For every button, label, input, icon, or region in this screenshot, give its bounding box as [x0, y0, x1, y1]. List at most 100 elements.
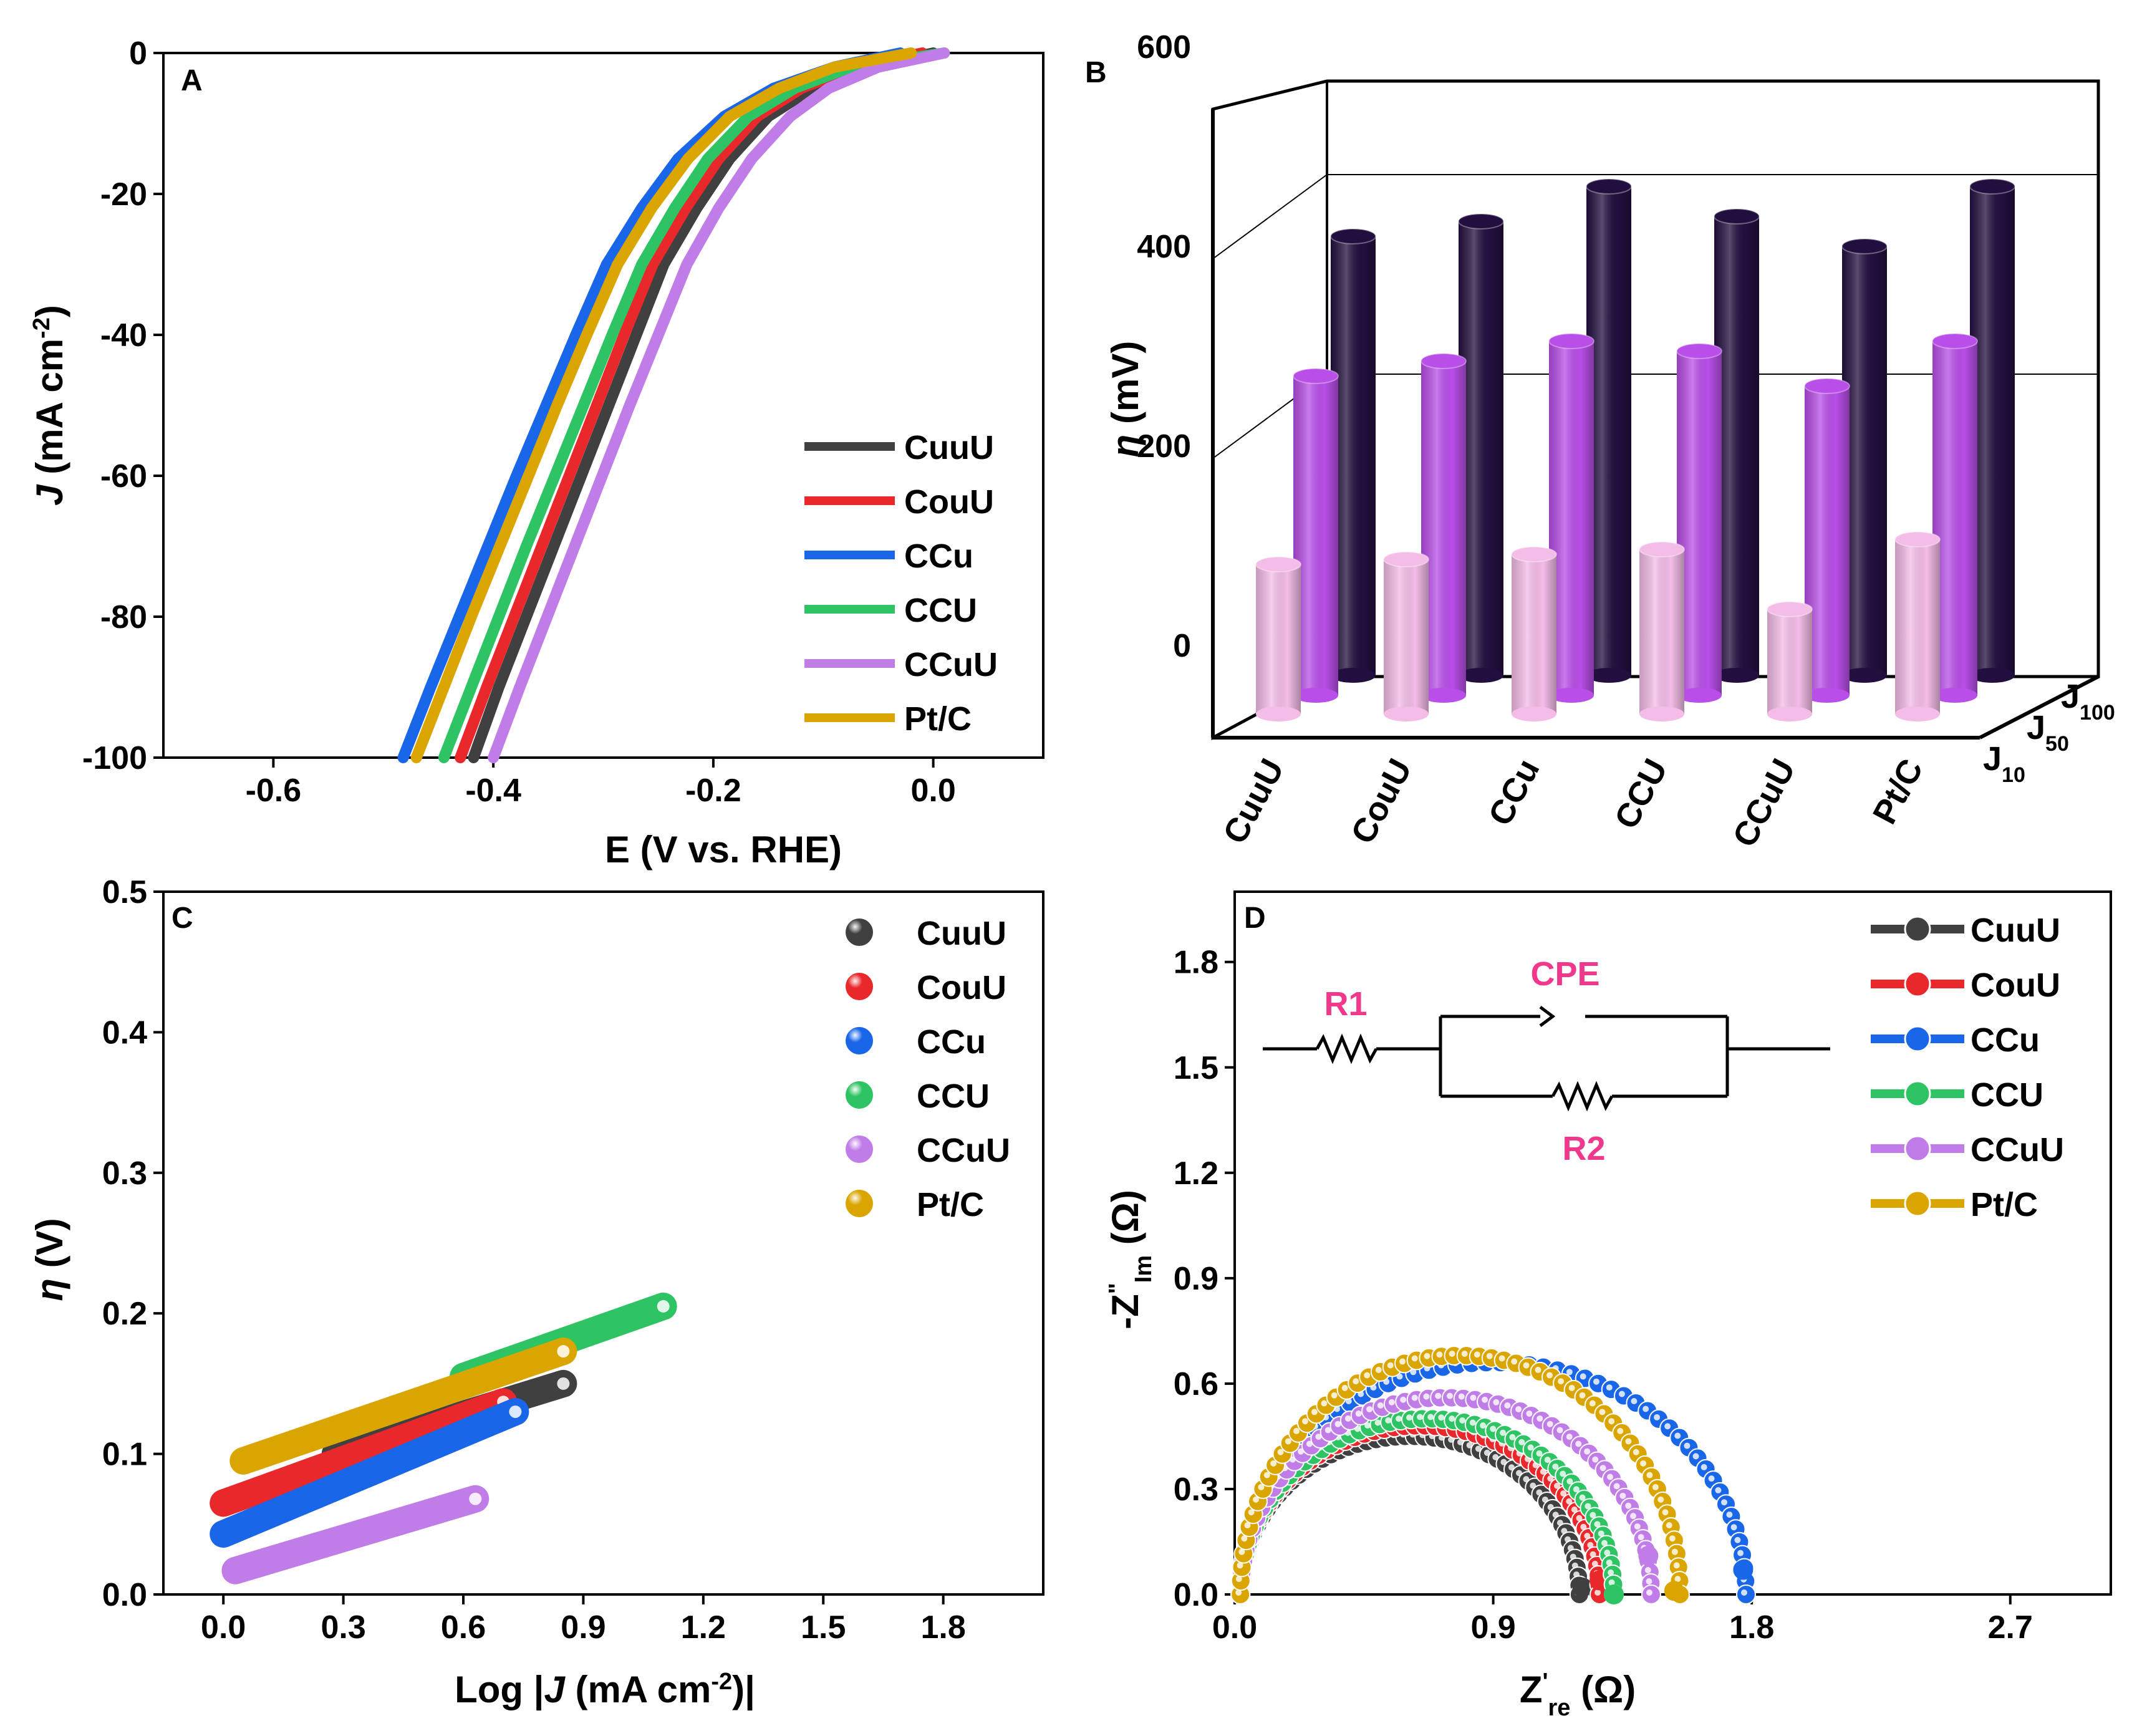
bar-bottom: [1384, 706, 1429, 721]
data-point-shine: [1536, 1450, 1543, 1457]
panel-c-y-tick-label: 0.1: [102, 1437, 147, 1473]
legend-marker-pt-c: [1904, 1190, 1931, 1217]
panel-c-y-tick-label: 0.3: [102, 1155, 147, 1192]
data-point-shine: [1387, 1362, 1394, 1369]
data-point-shine: [1737, 1550, 1744, 1556]
data-point-shine: [1740, 1589, 1747, 1596]
data-point-shine: [1423, 1393, 1430, 1400]
panel-c-label: C: [171, 902, 193, 935]
bar-j10-ccu: [1511, 546, 1557, 721]
bar-cap: [1548, 333, 1594, 349]
data-point-shine: [1410, 1369, 1417, 1376]
panel-d-x-tick-label: 1.8: [1729, 1609, 1774, 1646]
data-point-shine: [1590, 1512, 1596, 1518]
data-point-shine: [1646, 1472, 1653, 1478]
data-point-shine: [1470, 1394, 1477, 1401]
data-point-shine: [1377, 1402, 1384, 1409]
bar-bottom: [1586, 668, 1631, 683]
data-point-shine: [1633, 1449, 1639, 1455]
data-point-shine: [1258, 1483, 1265, 1490]
bar-cap: [1841, 238, 1888, 254]
bar-bottom: [1512, 706, 1556, 721]
category-label-ccu: CCU: [1608, 753, 1675, 834]
data-point-shine: [1674, 1576, 1681, 1583]
panel-b-y-tick-label: 600: [1137, 29, 1191, 65]
data-point-shine: [1726, 1512, 1733, 1518]
panel-a-x-tick-label: -0.2: [685, 773, 741, 809]
series-band-ccu: [210, 1397, 529, 1548]
data-point-shine: [1544, 1457, 1551, 1464]
data-point-shine: [1566, 1478, 1573, 1485]
data-point-shine: [1673, 1562, 1680, 1569]
data-point-shine: [1619, 1492, 1626, 1499]
bar-cap: [1383, 551, 1429, 567]
data-point-shine: [1601, 1540, 1608, 1546]
panel-b-depth-axis: [1979, 675, 2100, 740]
data-point-shine: [1324, 1427, 1331, 1434]
panel-c-y-label: η (V): [29, 1218, 70, 1301]
data-point-shine: [1235, 1576, 1242, 1583]
bar-bottom: [1256, 706, 1301, 721]
data-point-shine: [1235, 1589, 1242, 1596]
bar-bottom: [1421, 688, 1466, 703]
data-point-shine: [1511, 1358, 1518, 1365]
data-point-shine: [1671, 1548, 1678, 1555]
data-point-shine: [1458, 1393, 1465, 1400]
legend-label-ccu: CCu: [1971, 1021, 2040, 1059]
data-point-shine: [1480, 1422, 1487, 1429]
data-point-shine: [1598, 1530, 1604, 1537]
data-point-shine: [1493, 1399, 1500, 1406]
data-point-shine: [1573, 1486, 1580, 1493]
panel-c-x-tick-label: 0.9: [561, 1609, 605, 1646]
data-point-shine: [1646, 1578, 1652, 1584]
panel-a-line-chart: A E (V vs. RHE) J (mA cm-2) -0.6 -0.4 -0.2…: [29, 36, 1044, 870]
data-point-shine: [1608, 1418, 1615, 1425]
data-point-shine: [1576, 1515, 1583, 1521]
bar-cap: [1894, 531, 1941, 547]
panel-d-y-tick-label: 1.2: [1174, 1155, 1218, 1192]
data-point-shine: [1527, 1444, 1534, 1451]
data-point-shine: [1537, 1415, 1543, 1422]
legend-label-ccuu: CCuU: [1971, 1131, 2064, 1169]
data-point-shine: [1498, 1355, 1505, 1362]
panel-d-y-label: -Z"Im (Ω): [1104, 1190, 1157, 1329]
series-line-ccu: [438, 47, 950, 763]
depth-label-j10: J10: [1983, 740, 2025, 787]
data-point-last: [1733, 1560, 1754, 1580]
bar-bottom: [1677, 688, 1722, 703]
legend-marker-shine: [846, 919, 873, 946]
data-point-shine: [1566, 1434, 1573, 1440]
data-point-shine: [1355, 1410, 1362, 1417]
data-point-shine: [1554, 1482, 1561, 1489]
bar-bottom: [1767, 706, 1812, 721]
bar-cap: [1767, 601, 1813, 617]
data-point-shine: [1587, 1541, 1594, 1548]
bar-j10-ccuu: [1767, 601, 1813, 721]
data-point-shine: [1584, 1448, 1591, 1455]
panel-c-y-tick-label: 0.0: [102, 1577, 147, 1613]
data-point-shine: [1638, 1534, 1644, 1541]
bar-bottom: [1549, 688, 1594, 703]
panel-d-x-tick-label: 0.9: [1470, 1609, 1515, 1646]
data-point-shine: [1353, 1378, 1359, 1385]
data-point-shine: [1523, 1362, 1530, 1369]
data-point-shine: [1436, 1351, 1443, 1358]
category-label-ccuu: CCuU: [1725, 753, 1802, 853]
data-point-shine: [1469, 1419, 1476, 1426]
cpe-element-icon: [1539, 1006, 1556, 1027]
data-point-shine: [1566, 1498, 1573, 1505]
category-label-cuuu: CuuU: [1216, 753, 1291, 849]
legend-label-cuuu: CuuU: [1971, 912, 2060, 949]
panel-b-y-label: η (mV): [1104, 341, 1146, 458]
data-point-shine: [1446, 1392, 1453, 1399]
data-point-shine: [1625, 1502, 1632, 1509]
bar-j10-cuuu: [1255, 556, 1301, 721]
data-point-shine: [1568, 1384, 1575, 1391]
data-point-shine: [1474, 1351, 1480, 1358]
data-point-shine: [1438, 1414, 1445, 1421]
data-point-shine: [1546, 1420, 1553, 1427]
circuit-label-cpe: CPE: [1530, 955, 1599, 993]
legend-marker-shine: [846, 973, 873, 1000]
data-point-shine: [1331, 1392, 1338, 1399]
data-point-shine: [1500, 1429, 1507, 1436]
